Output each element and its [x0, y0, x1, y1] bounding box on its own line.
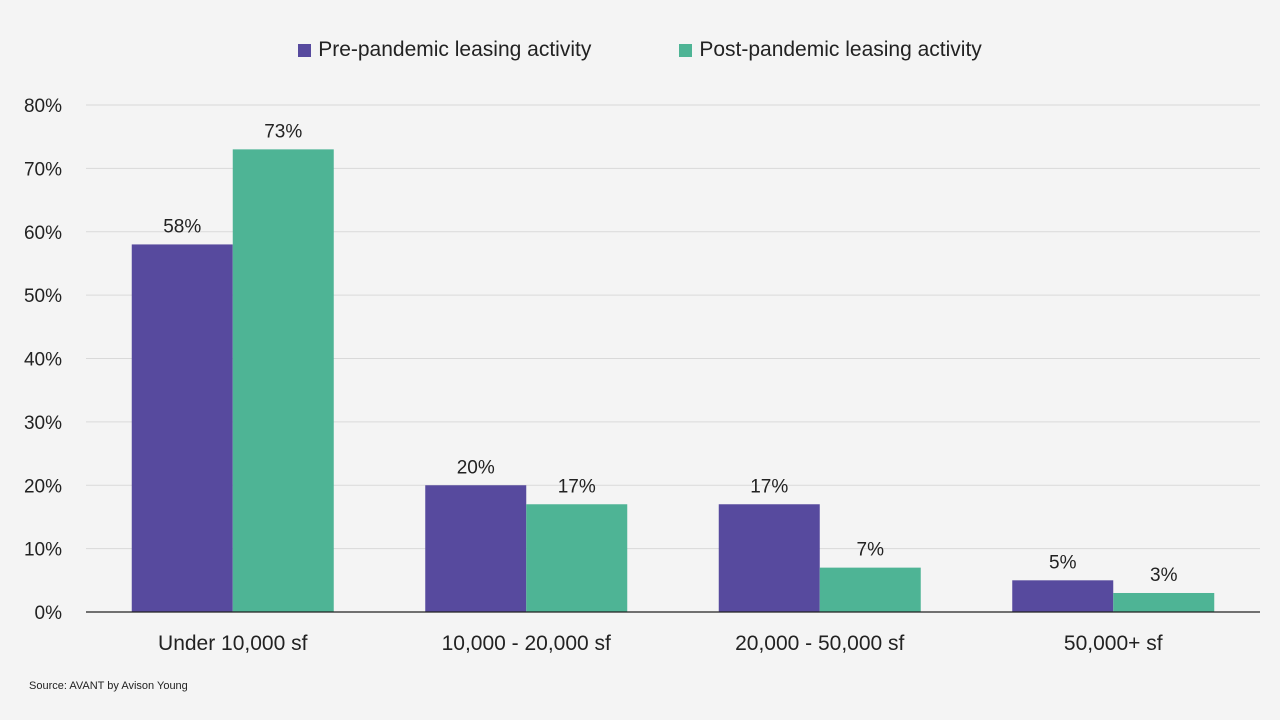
legend-item-post: Post-pandemic leasing activity [679, 38, 982, 62]
legend: Pre-pandemic leasing activity Post-pande… [0, 38, 1280, 62]
y-tick-label: 10% [24, 540, 62, 561]
source-note: Source: AVANT by Avison Young [29, 680, 188, 692]
y-tick-label: 30% [24, 413, 62, 434]
data-label: 20% [457, 457, 495, 478]
data-label: 3% [1150, 565, 1178, 586]
data-label: 7% [857, 540, 885, 561]
bar [526, 504, 628, 612]
bar [232, 149, 334, 613]
bar [1012, 580, 1114, 612]
y-tick-label: 80% [24, 96, 62, 117]
x-tick-label: 20,000 - 50,000 sf [735, 632, 904, 655]
bar [718, 504, 820, 612]
bar [1113, 592, 1215, 612]
data-label: 5% [1049, 552, 1077, 573]
y-tick-label: 50% [24, 286, 62, 307]
x-tick-label: 50,000+ sf [1064, 632, 1163, 655]
bar [819, 567, 921, 612]
data-label: 73% [264, 121, 302, 142]
legend-swatch-post [679, 43, 693, 57]
x-tick-label: Under 10,000 sf [158, 632, 308, 655]
data-label: 17% [558, 476, 596, 497]
y-tick-label: 0% [35, 603, 63, 624]
data-label: 17% [750, 476, 788, 497]
legend-item-pre: Pre-pandemic leasing activity [298, 38, 591, 62]
legend-label-pre: Pre-pandemic leasing activity [318, 38, 592, 61]
bar [131, 244, 233, 613]
data-label: 58% [163, 216, 201, 237]
y-tick-label: 70% [24, 159, 62, 180]
y-tick-label: 40% [24, 350, 62, 371]
legend-swatch-pre [298, 43, 312, 57]
bar [425, 485, 527, 612]
y-tick-label: 60% [24, 223, 62, 244]
legend-label-post: Post-pandemic leasing activity [699, 38, 982, 61]
x-tick-label: 10,000 - 20,000 sf [442, 632, 611, 655]
y-tick-label: 20% [24, 476, 62, 497]
